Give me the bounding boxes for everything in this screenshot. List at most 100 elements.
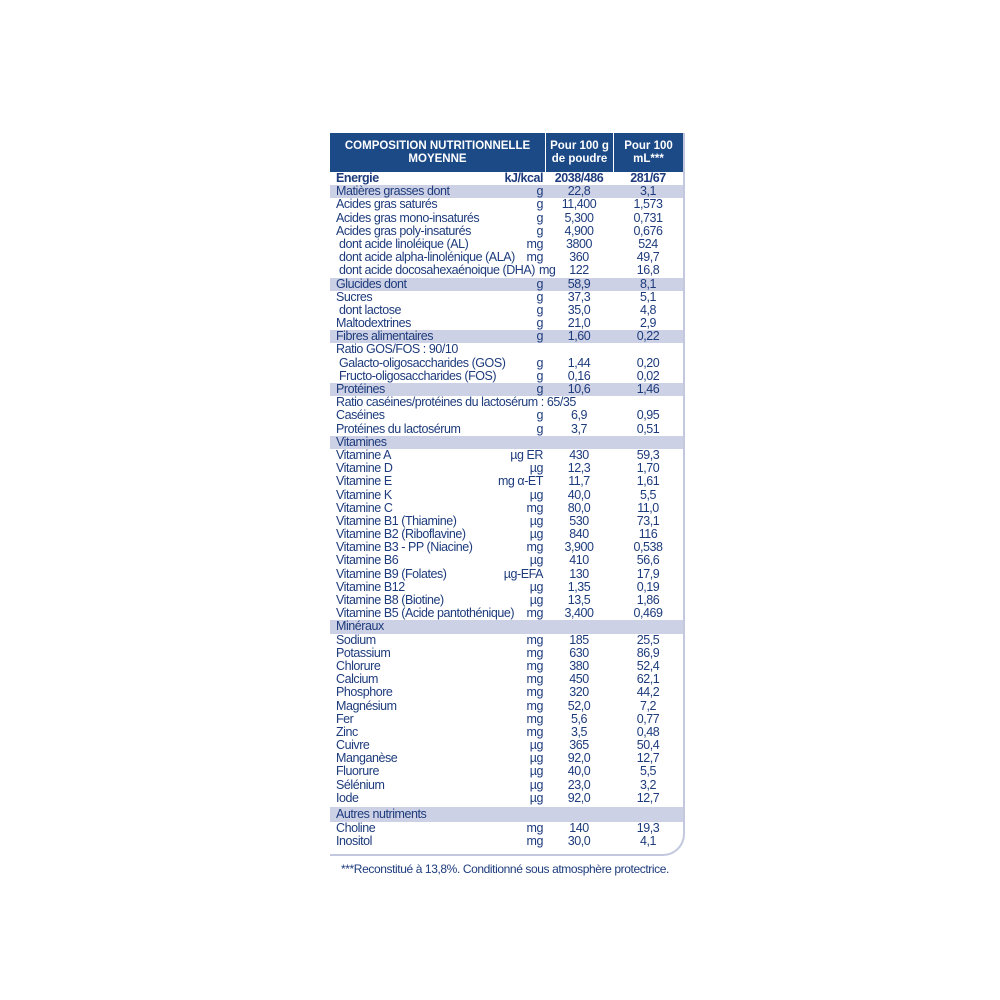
row-unit: mg bbox=[526, 606, 544, 621]
table-header: COMPOSITION NUTRITIONNELLE MOYENNE Pour … bbox=[330, 133, 683, 172]
row-unit: µg bbox=[529, 764, 544, 779]
row-label: Ratio GOS/FOS : 90/10 bbox=[336, 342, 458, 357]
row-label-cell: Ratio caséines/protéines du lactosérum :… bbox=[330, 395, 576, 409]
value-per-100ml: 12,7 bbox=[636, 751, 660, 766]
row-unit: µg bbox=[529, 579, 544, 594]
value-per-100ml: 12,7 bbox=[636, 790, 660, 805]
row-label: Choline bbox=[336, 821, 376, 835]
row-label: Vitamine B8 (Biotine) bbox=[336, 593, 444, 607]
row-label: Matières grasses dont bbox=[336, 184, 450, 199]
row-label-cell: dont acide alpha-linolénique (ALA) mg bbox=[330, 250, 545, 264]
value-per-100ml: 0,77 bbox=[636, 711, 660, 726]
row-label: Vitamine B6 bbox=[336, 553, 399, 568]
row-label: Vitamine E bbox=[336, 474, 392, 489]
row-label-cell: Acides gras poly-insaturés g bbox=[330, 224, 545, 238]
row-unit: mg α-ET bbox=[497, 474, 544, 489]
row-unit: g bbox=[536, 276, 543, 291]
value-per-100g: 3,400 bbox=[564, 606, 594, 621]
table-row: Fructo-oligosaccharides (FOS) g 0,16 0,02 bbox=[330, 368, 683, 383]
value-per-100ml: 5,1 bbox=[639, 289, 657, 304]
row-unit: mg bbox=[538, 263, 556, 278]
value-per-100ml: 11,0 bbox=[637, 500, 659, 515]
row-label: Manganèse bbox=[336, 751, 398, 766]
value-per-100ml: 0,02 bbox=[636, 368, 660, 383]
row-unit: mg bbox=[526, 711, 544, 726]
row-label: Magnésium bbox=[336, 698, 397, 713]
value-per-100ml: 5,5 bbox=[639, 764, 657, 779]
value-per-100g: 12,3 bbox=[567, 461, 591, 476]
value-per-100g bbox=[545, 620, 613, 633]
row-unit: g bbox=[536, 302, 543, 317]
value-per-100ml: 1,70 bbox=[636, 461, 660, 476]
value-per-100ml: 62,1 bbox=[636, 672, 660, 687]
nutrition-table: COMPOSITION NUTRITIONNELLE MOYENNE Pour … bbox=[330, 133, 685, 857]
value-per-100g: 2038/486 bbox=[554, 171, 604, 185]
value-per-100ml: 7,2 bbox=[639, 698, 657, 713]
value-per-100ml bbox=[613, 436, 683, 449]
value-per-100ml: 50,4 bbox=[636, 738, 660, 753]
value-per-100g: 1,60 bbox=[567, 329, 591, 344]
value-per-100g bbox=[545, 807, 613, 822]
table-row: Sodium mg 185 25,5 bbox=[330, 632, 683, 647]
row-unit: g bbox=[536, 421, 543, 436]
value-per-100ml: 524 bbox=[638, 236, 658, 251]
row-label: Chlorure bbox=[336, 658, 381, 673]
row-label-cell: Potassium mg bbox=[330, 645, 545, 660]
value-per-100ml: 0,51 bbox=[636, 421, 660, 436]
row-label: Maltodextrines bbox=[336, 316, 411, 331]
value-per-100ml: 59,3 bbox=[636, 447, 660, 462]
value-per-100g: 140 bbox=[569, 821, 589, 835]
table-row: Vitamines bbox=[330, 435, 683, 449]
row-label-cell: Iode µg bbox=[330, 790, 545, 805]
row-label-cell: Vitamine D µg bbox=[330, 461, 545, 475]
table-row: Vitamine B8 (Biotine) µg 13,5 1,86 bbox=[330, 593, 683, 607]
header-per-100ml: Pour 100 mL*** bbox=[624, 139, 673, 165]
row-label: Vitamine A bbox=[336, 447, 392, 462]
value-per-100ml: 52,4 bbox=[636, 658, 660, 673]
value-per-100g: 40,0 bbox=[567, 764, 591, 779]
value-per-100g: 3,5 bbox=[570, 724, 588, 739]
table-row: dont lactose g 35,0 4,8 bbox=[330, 302, 683, 317]
table-row: Vitamine B6 µg 410 56,6 bbox=[330, 554, 683, 567]
row-label: Acides gras saturés bbox=[336, 197, 438, 212]
row-unit: g bbox=[536, 184, 543, 199]
value-per-100g: 10,6 bbox=[567, 382, 591, 396]
table-row: Calcium mg 450 62,1 bbox=[330, 672, 683, 687]
row-label: Calcium bbox=[336, 672, 378, 687]
value-per-100ml: 25,5 bbox=[636, 632, 660, 647]
table-row: Vitamine D µg 12,3 1,70 bbox=[330, 461, 683, 476]
row-label: Vitamine B5 (Acide pantothénique) bbox=[336, 606, 515, 621]
row-label-cell: Fructo-oligosaccharides (FOS) g bbox=[330, 368, 545, 383]
row-label-cell: Inositol mg bbox=[330, 834, 545, 848]
row-unit: mg bbox=[526, 500, 544, 515]
row-unit: g bbox=[536, 355, 543, 370]
value-per-100g: 630 bbox=[569, 645, 589, 660]
row-label-cell: Vitamine B8 (Biotine) µg bbox=[330, 593, 545, 607]
row-unit: g bbox=[536, 368, 543, 383]
row-unit: µg bbox=[529, 790, 544, 805]
value-per-100ml: 0,20 bbox=[636, 355, 660, 370]
row-label: Iode bbox=[336, 790, 359, 805]
value-per-100ml: 0,48 bbox=[636, 724, 660, 739]
row-unit: kJ/kcal bbox=[504, 171, 543, 185]
row-unit: mg bbox=[526, 685, 544, 700]
table-row: Vitamine B12 µg 1,35 0,19 bbox=[330, 579, 683, 594]
row-label: Energie bbox=[336, 171, 379, 185]
value-per-100g: 11,400 bbox=[561, 197, 597, 212]
row-label: Potassium bbox=[336, 645, 391, 660]
row-unit: µg bbox=[529, 553, 544, 568]
row-label-cell: Vitamines bbox=[330, 435, 545, 449]
row-unit: g bbox=[536, 289, 543, 304]
value-per-100ml: 3,1 bbox=[639, 184, 657, 199]
table-row: Chlorure mg 380 52,4 bbox=[330, 658, 683, 673]
row-unit: g bbox=[536, 382, 543, 396]
table-row: Acides gras poly-insaturés g 4,900 0,676 bbox=[330, 224, 683, 238]
value-per-100g: 122 bbox=[569, 263, 589, 278]
value-per-100ml: 0,19 bbox=[636, 579, 660, 594]
table-row: dont acide alpha-linolénique (ALA) mg 360 4… bbox=[330, 250, 683, 264]
value-per-100g: 840 bbox=[569, 527, 589, 542]
table-row: Vitamine B3 - PP (Niacine) mg 3,900 0,538 bbox=[330, 541, 683, 554]
table-row: Fibres alimentaires g 1,60 0,22 bbox=[330, 329, 683, 344]
value-per-100ml bbox=[613, 620, 683, 633]
value-per-100ml: 56,6 bbox=[636, 553, 660, 568]
